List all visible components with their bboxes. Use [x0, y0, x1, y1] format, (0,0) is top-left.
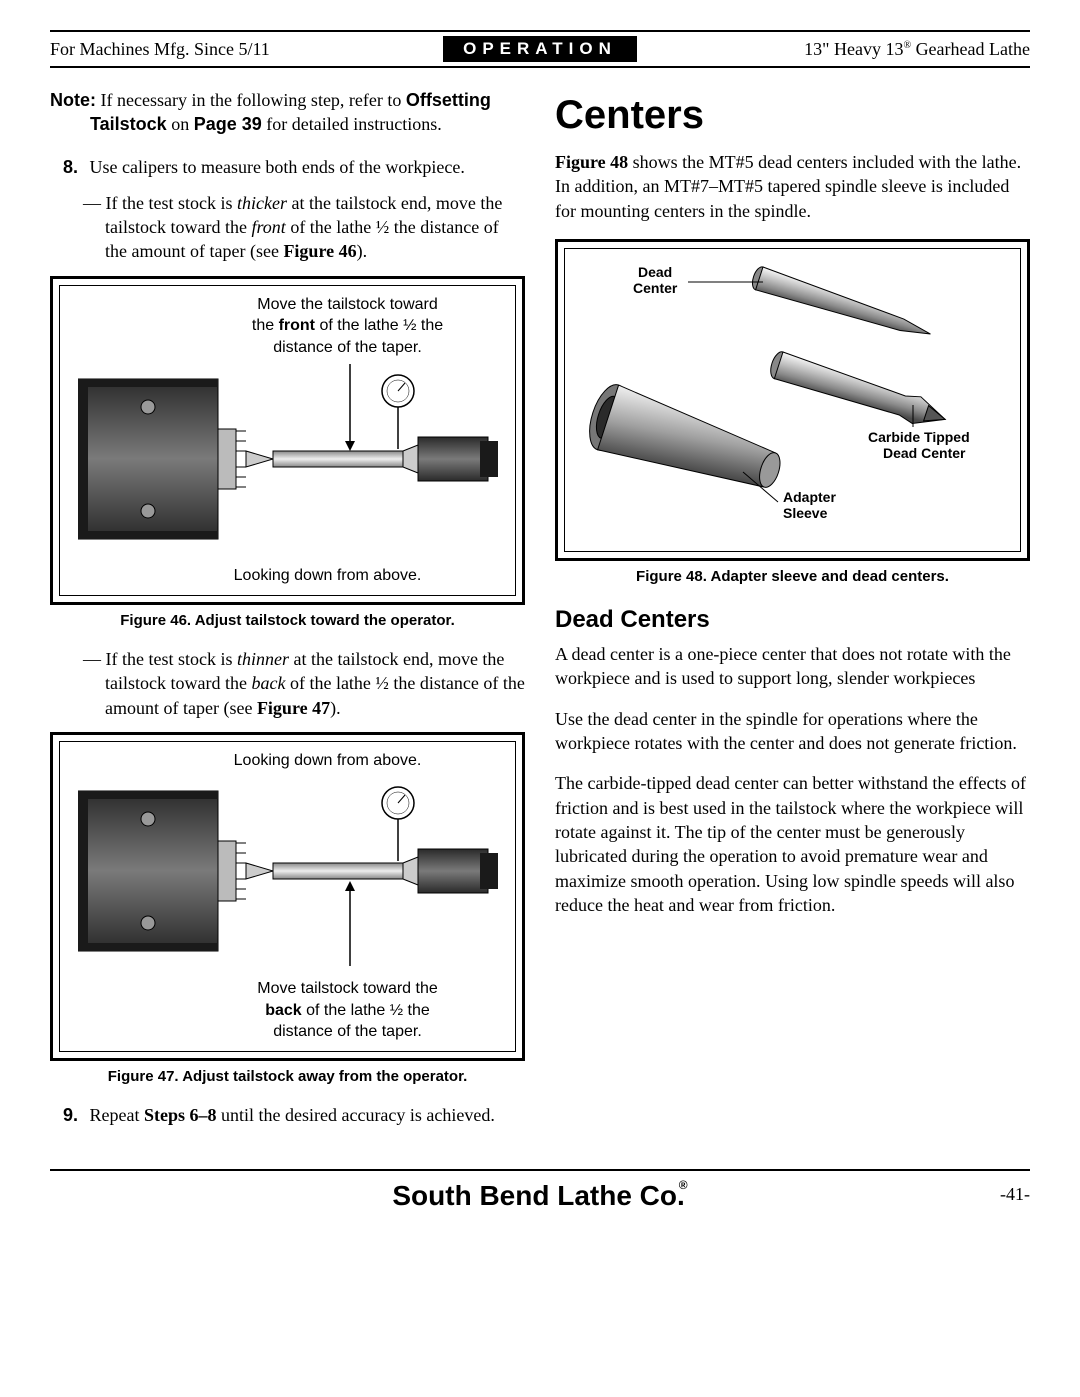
- step-number: 8.: [63, 155, 85, 179]
- figure-48-box: Dead Center Carbide Tipped Dead Center A…: [555, 239, 1030, 562]
- page-header: For Machines Mfg. Since 5/11 OPERATION 1…: [50, 35, 1030, 63]
- section-title-centers: Centers: [555, 88, 1030, 142]
- figure-47-diagram: [78, 771, 498, 971]
- fig47-label-line3: distance of the taper.: [188, 1021, 507, 1043]
- step-number: 9.: [63, 1103, 85, 1127]
- figure-46-diagram: [78, 359, 498, 559]
- header-right-post: Gearhead Lathe: [911, 39, 1030, 59]
- header-right-pre: 13" Heavy 13: [804, 39, 903, 59]
- svg-text:Dead Center: Dead Center: [883, 445, 966, 461]
- figure-46-box: Move the tailstock toward the front of t…: [50, 276, 525, 605]
- header-right: 13" Heavy 13® Gearhead Lathe: [637, 39, 1030, 60]
- subheading-dead-centers: Dead Centers: [555, 604, 1030, 636]
- header-left: For Machines Mfg. Since 5/11: [50, 39, 443, 60]
- figure-48-diagram: Dead Center Carbide Tipped Dead Center A…: [583, 257, 1003, 537]
- dead-centers-p2: Use the dead center in the spindle for o…: [555, 707, 1030, 756]
- step-text: Use calipers to measure both ends of the…: [90, 157, 465, 177]
- header-section-title: OPERATION: [443, 36, 637, 62]
- fig46-bottom-label: Looking down from above.: [148, 565, 507, 587]
- fig47-top-label: Looking down from above.: [148, 750, 507, 772]
- note-paragraph: Note: If necessary in the following step…: [90, 88, 525, 137]
- substep-thicker: — If the test stock is thicker at the ta…: [105, 191, 525, 264]
- svg-text:Carbide Tipped: Carbide Tipped: [868, 429, 970, 445]
- centers-intro: Figure 48 shows the MT#5 dead centers in…: [555, 150, 1030, 223]
- fig48-dead-label1: Dead: [638, 264, 672, 280]
- fig47-label-line1: Move tailstock toward the: [188, 978, 507, 1000]
- dead-centers-p3: The carbide-tipped dead center can bette…: [555, 771, 1030, 917]
- left-column: Note: If necessary in the following step…: [50, 88, 525, 1139]
- svg-text:Adapter: Adapter: [783, 489, 836, 505]
- fig46-label-line3: distance of the taper.: [188, 337, 507, 359]
- substep-thinner: — If the test stock is thinner at the ta…: [105, 647, 525, 720]
- step-9: 9. Repeat Steps 6–8 until the desired ac…: [90, 1103, 525, 1127]
- fig46-label-line1: Move the tailstock toward: [188, 294, 507, 316]
- right-column: Centers Figure 48 shows the MT#5 dead ce…: [555, 88, 1030, 1139]
- note-label: Note:: [50, 90, 96, 110]
- dead-centers-p1: A dead center is a one-piece center that…: [555, 642, 1030, 691]
- figure-47-box: Looking down from above.: [50, 732, 525, 1061]
- footer-brand: South Bend Lathe Co.: [392, 1180, 684, 1211]
- figure-47-caption: Figure 47. Adjust tailstock away from th…: [50, 1067, 525, 1087]
- figure-48-caption: Figure 48. Adapter sleeve and dead cente…: [555, 567, 1030, 587]
- page-number: -41-: [1000, 1184, 1030, 1205]
- step-8: 8. Use calipers to measure both ends of …: [90, 155, 525, 179]
- page-footer: South Bend Lathe Co.® -41-: [50, 1174, 1030, 1220]
- figure-46-caption: Figure 46. Adjust tailstock toward the o…: [50, 611, 525, 631]
- svg-text:Sleeve: Sleeve: [783, 505, 828, 521]
- fig48-dead-label2: Center: [633, 280, 678, 296]
